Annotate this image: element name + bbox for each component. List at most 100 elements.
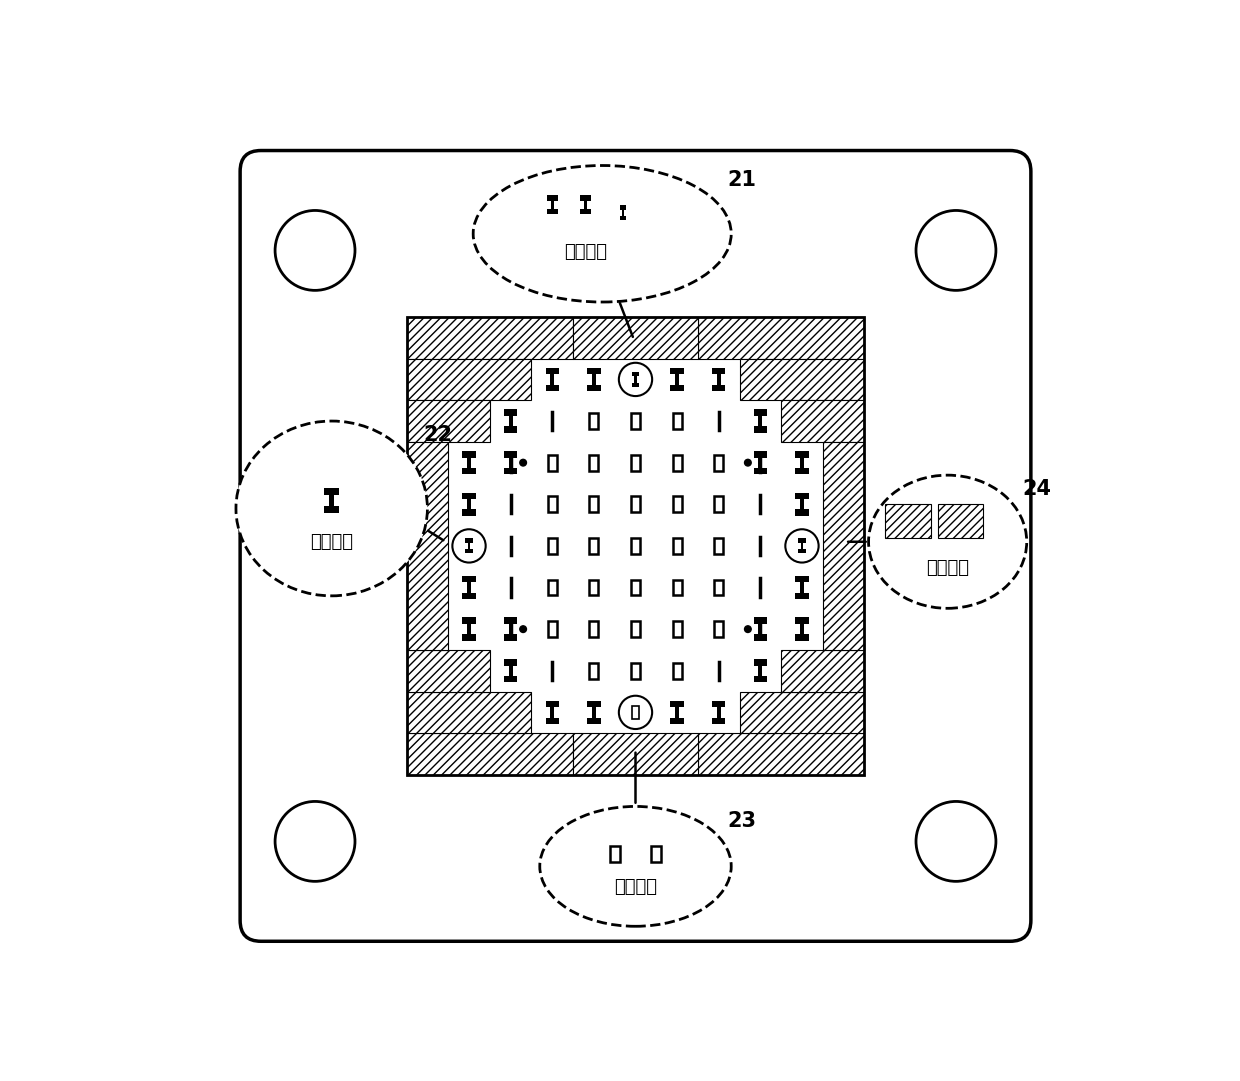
Bar	[714, 579, 723, 596]
Bar	[672, 579, 682, 596]
Bar	[546, 385, 559, 391]
Bar	[589, 622, 599, 637]
Bar	[797, 549, 806, 553]
Bar	[584, 201, 588, 209]
Circle shape	[619, 363, 652, 396]
Bar	[622, 210, 624, 216]
Bar	[739, 692, 864, 733]
Bar	[465, 538, 474, 543]
Bar	[671, 385, 683, 391]
Bar	[330, 495, 334, 506]
Bar	[759, 457, 763, 468]
Bar	[407, 317, 573, 359]
Text: 背面正面: 背面正面	[310, 533, 353, 550]
Bar	[795, 451, 808, 457]
Text: 22: 22	[423, 425, 453, 445]
Bar	[795, 534, 808, 540]
Bar	[671, 700, 683, 707]
Bar	[712, 368, 725, 374]
Bar	[631, 538, 640, 553]
Circle shape	[744, 626, 751, 632]
Bar	[714, 538, 723, 553]
Bar	[800, 540, 804, 551]
Bar	[508, 416, 512, 426]
Bar	[548, 622, 557, 637]
Ellipse shape	[474, 165, 732, 302]
Bar	[714, 455, 723, 470]
Bar	[671, 718, 683, 724]
Bar	[754, 617, 768, 624]
Bar	[407, 400, 490, 442]
Bar	[503, 426, 517, 432]
Bar	[546, 368, 559, 374]
Bar	[672, 622, 682, 637]
Bar	[800, 499, 804, 509]
Circle shape	[744, 459, 751, 466]
Bar	[508, 624, 512, 635]
Bar	[407, 650, 490, 692]
Bar	[823, 442, 864, 650]
Bar	[591, 374, 596, 385]
Bar	[795, 617, 808, 624]
Bar	[503, 410, 517, 416]
Bar	[781, 400, 864, 442]
Bar	[795, 576, 808, 583]
Bar	[795, 509, 808, 516]
Bar	[467, 583, 471, 592]
Bar	[551, 707, 554, 718]
Bar	[672, 413, 682, 429]
Bar	[795, 592, 808, 599]
Bar	[547, 196, 558, 201]
Bar	[800, 583, 804, 592]
Bar	[672, 663, 682, 679]
Bar	[463, 493, 476, 499]
Bar	[548, 579, 557, 596]
Bar	[547, 209, 558, 214]
Bar	[885, 504, 931, 537]
Bar	[573, 317, 698, 359]
Bar	[589, 663, 599, 679]
Bar	[672, 496, 682, 512]
Text: 24: 24	[1023, 479, 1052, 499]
Bar	[548, 496, 557, 512]
Bar	[631, 383, 640, 387]
Ellipse shape	[236, 421, 428, 596]
Bar	[546, 700, 559, 707]
Bar	[672, 455, 682, 470]
Bar	[551, 201, 554, 209]
Bar	[620, 205, 626, 210]
Circle shape	[520, 459, 527, 466]
Bar	[551, 374, 554, 385]
Bar	[463, 551, 476, 558]
Circle shape	[619, 696, 652, 729]
Bar	[407, 317, 864, 775]
Bar	[800, 457, 804, 468]
Bar	[463, 635, 476, 641]
Bar	[463, 592, 476, 599]
Bar	[631, 372, 640, 376]
Bar	[463, 534, 476, 540]
Bar	[463, 451, 476, 457]
Ellipse shape	[868, 476, 1027, 609]
Bar	[407, 692, 532, 733]
Bar	[324, 488, 340, 495]
Circle shape	[916, 211, 996, 291]
Bar	[467, 540, 471, 551]
Bar	[588, 718, 600, 724]
Bar	[548, 455, 557, 470]
Bar	[467, 624, 471, 635]
Bar	[548, 538, 557, 553]
Bar	[503, 468, 517, 475]
Bar	[675, 374, 680, 385]
Text: 正面背面: 正面背面	[926, 559, 970, 577]
Bar	[508, 457, 512, 468]
Bar	[797, 538, 806, 543]
Bar	[754, 659, 768, 666]
Bar	[754, 426, 768, 432]
FancyBboxPatch shape	[241, 150, 1030, 942]
Bar	[610, 845, 620, 863]
Bar	[589, 579, 599, 596]
Circle shape	[916, 801, 996, 881]
Bar	[795, 635, 808, 641]
Ellipse shape	[539, 806, 732, 926]
